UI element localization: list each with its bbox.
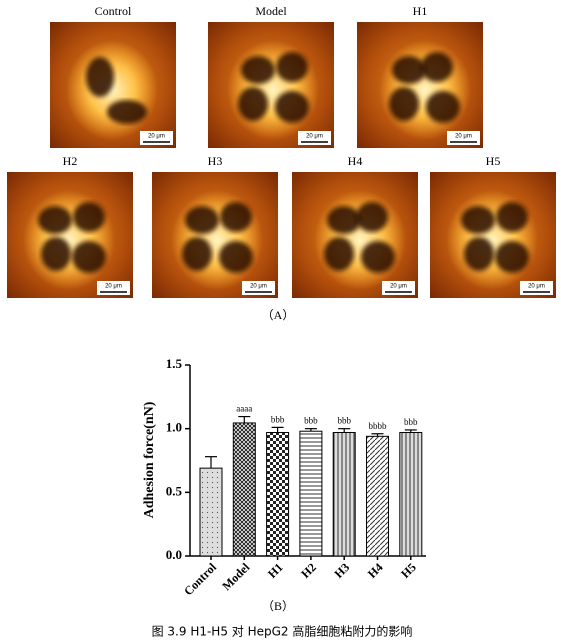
cell-nucleus	[182, 237, 212, 271]
error-bar	[238, 415, 251, 423]
x-tick-label: H4	[365, 560, 386, 581]
scale-bar-label: 20 μm	[455, 134, 472, 140]
x-tick-label: Model	[219, 560, 252, 593]
cell-glow	[314, 190, 406, 290]
cell-nucleus	[41, 237, 71, 271]
cell-nucleus	[238, 87, 268, 121]
image-label: Control	[95, 4, 132, 18]
cell-nucleus	[324, 237, 354, 271]
error-bar	[371, 433, 384, 437]
panel-b-caption: （B）	[262, 599, 294, 613]
error-bar	[205, 456, 217, 469]
bar	[299, 430, 323, 557]
significance-label: bbbb	[369, 421, 388, 431]
micrograph: 20 μm	[430, 172, 556, 298]
micrograph: 20 μm	[357, 22, 483, 148]
significance-label: bbb	[271, 414, 285, 424]
bar	[332, 431, 356, 557]
x-tick-label: H3	[332, 560, 353, 581]
cell-nucleus	[421, 52, 453, 82]
y-tick-label: 1.0	[166, 420, 182, 435]
panel-a-caption: （A）	[262, 308, 295, 322]
micrograph: 20 μm	[152, 172, 278, 298]
cell-nucleus	[361, 241, 395, 273]
cell-nucleus	[389, 87, 419, 121]
cell-nucleus	[464, 237, 494, 271]
cell-glow	[23, 190, 115, 290]
error-bar	[271, 426, 284, 433]
significance-label: aaaa	[236, 404, 252, 414]
error-bar	[404, 429, 417, 433]
error-bar	[304, 428, 317, 432]
y-tick-label: 1.5	[166, 356, 183, 371]
cell-glow	[227, 40, 319, 140]
error-bar	[338, 428, 351, 433]
cell-nucleus	[327, 206, 361, 234]
cell-nucleus	[275, 91, 309, 123]
cell-nucleus	[219, 241, 253, 273]
x-tick-label: H2	[298, 560, 319, 581]
scale-bar-label: 20 μm	[390, 284, 407, 290]
cell-glow	[171, 190, 263, 290]
y-axis-label: Adhesion force(nN)	[142, 401, 157, 518]
bar	[199, 467, 223, 557]
cell-nucleus	[276, 52, 308, 82]
significance-label: bbb	[304, 416, 318, 426]
cell-nucleus	[220, 202, 252, 232]
x-tick-label: H1	[265, 560, 286, 581]
image-label: H3	[208, 154, 223, 168]
scale-bar-label: 20 μm	[306, 134, 323, 140]
bar	[232, 422, 256, 557]
micrograph: 20 μm	[50, 22, 176, 148]
x-tick-label: H5	[398, 560, 419, 581]
cell-nucleus	[496, 202, 528, 232]
cell-nucleus	[356, 202, 388, 232]
significance-label: bbb	[337, 416, 351, 426]
cell-nucleus	[73, 202, 105, 232]
cell-nucleus	[241, 56, 275, 84]
figure-caption: 图 3.9 H1-H5 对 HepG2 高脂细胞粘附力的影响	[152, 624, 413, 639]
cell-glow	[66, 40, 158, 140]
x-tick-label: Control	[181, 560, 219, 598]
y-tick-label: 0.5	[166, 483, 183, 498]
scale-bar-label: 20 μm	[250, 284, 267, 290]
image-label: H5	[486, 154, 501, 168]
cell-glow	[379, 40, 471, 140]
scale-bar-label: 20 μm	[105, 284, 122, 290]
image-label: H1	[413, 4, 428, 18]
micrograph: 20 μm	[292, 172, 418, 298]
micrograph: 20 μm	[208, 22, 334, 148]
cell-nucleus	[86, 57, 114, 97]
y-tick-label: 0.0	[166, 547, 182, 562]
image-label: H2	[63, 154, 78, 168]
cell-nucleus	[38, 206, 72, 234]
bar	[399, 431, 423, 557]
micrograph: 20 μm	[7, 172, 133, 298]
bar	[366, 435, 389, 557]
image-label: Model	[255, 4, 287, 18]
significance-label: bbb	[404, 417, 418, 427]
cell-nucleus	[72, 241, 106, 273]
bar	[266, 431, 290, 557]
scale-bar-label: 20 μm	[148, 134, 165, 140]
cell-nucleus	[495, 241, 529, 273]
cell-glow	[446, 190, 538, 290]
cell-nucleus	[107, 100, 147, 124]
image-label: H4	[348, 154, 363, 168]
cell-nucleus	[426, 91, 460, 123]
cell-nucleus	[185, 206, 219, 234]
scale-bar-label: 20 μm	[528, 284, 545, 290]
cell-nucleus	[461, 206, 495, 234]
cell-nucleus	[392, 56, 426, 84]
